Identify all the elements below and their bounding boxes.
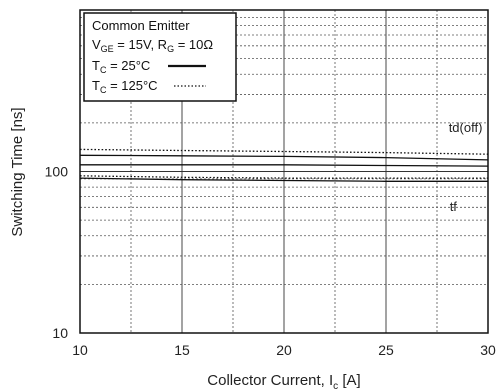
legend-title: Common Emitter — [92, 18, 190, 33]
tick-labels: 10 15 20 25 30 10 100 — [45, 164, 496, 359]
legend-box — [83, 12, 237, 102]
y-axis-title: Switching Time [ns] — [9, 107, 26, 236]
y-tick-label: 10 — [52, 325, 68, 341]
x-tick-label: 20 — [276, 342, 292, 358]
annotation-tf: tf — [450, 199, 458, 214]
series-line-tf-solid-3 — [79, 177, 488, 182]
legend: Common Emitter VGE = 15V, RG = 10Ω TC = … — [83, 12, 237, 102]
series-lines — [79, 148, 489, 182]
annotation-tdoff: td(off) — [449, 120, 483, 135]
y-tick-label: 100 — [45, 164, 69, 180]
x-tick-label: 25 — [378, 342, 394, 358]
annotations: td(off) tf — [449, 120, 483, 214]
legend-conditions: VGE = 15V, RG = 10Ω — [92, 37, 213, 54]
plot-frame — [79, 9, 489, 334]
x-tick-label: 10 — [72, 342, 88, 358]
legend-entry-125c: TC = 125°C — [92, 78, 158, 95]
legend-entry-25c: TC = 25°C — [92, 58, 150, 75]
x-tick-label: 30 — [480, 342, 496, 358]
series-line-curve-solid-2 — [80, 164, 489, 167]
grid — [80, 10, 488, 333]
x-axis-title: Collector Current, Ic [A] — [207, 372, 360, 392]
x-tick-label: 15 — [174, 342, 190, 358]
series-line-tdoff-solid-0 — [79, 154, 489, 161]
